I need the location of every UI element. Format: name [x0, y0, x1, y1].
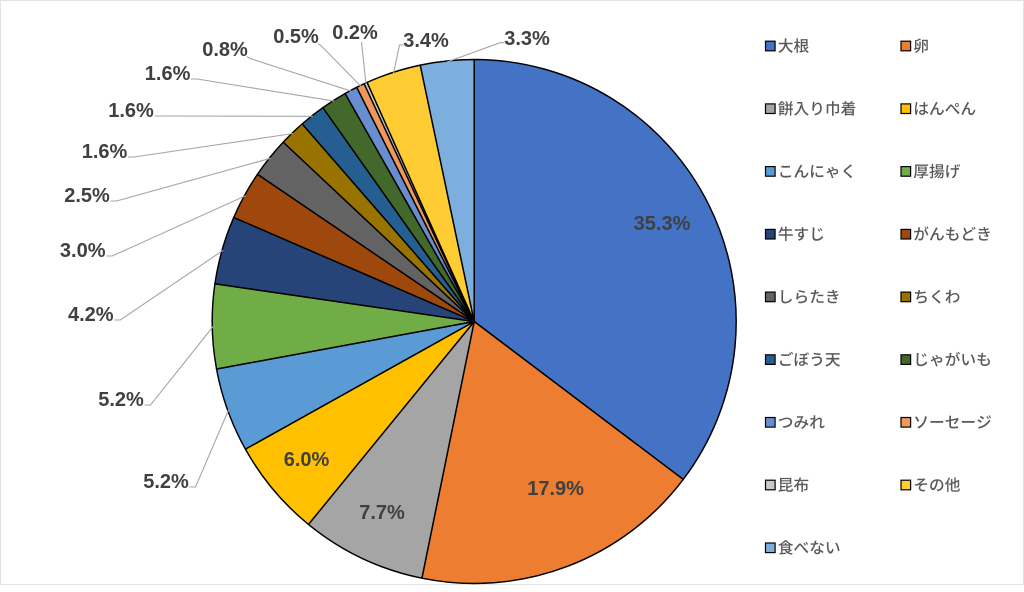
svg-text:2.5%: 2.5% — [64, 185, 110, 207]
svg-text:0.2%: 0.2% — [332, 22, 378, 44]
svg-text:3.3%: 3.3% — [504, 28, 550, 50]
svg-text:3.0%: 3.0% — [60, 240, 106, 262]
svg-text:1.6%: 1.6% — [108, 100, 154, 122]
svg-text:35.3%: 35.3% — [634, 213, 691, 235]
svg-text:5.2%: 5.2% — [143, 471, 189, 493]
svg-text:17.9%: 17.9% — [527, 478, 584, 500]
svg-text:4.2%: 4.2% — [68, 304, 114, 326]
svg-text:1.6%: 1.6% — [82, 141, 128, 163]
svg-text:5.2%: 5.2% — [98, 389, 144, 411]
svg-text:7.7%: 7.7% — [359, 502, 405, 524]
svg-text:6.0%: 6.0% — [284, 449, 330, 471]
svg-text:1.6%: 1.6% — [145, 63, 191, 85]
svg-text:3.4%: 3.4% — [403, 30, 449, 52]
svg-text:0.8%: 0.8% — [202, 39, 248, 61]
svg-text:0.5%: 0.5% — [273, 26, 319, 48]
